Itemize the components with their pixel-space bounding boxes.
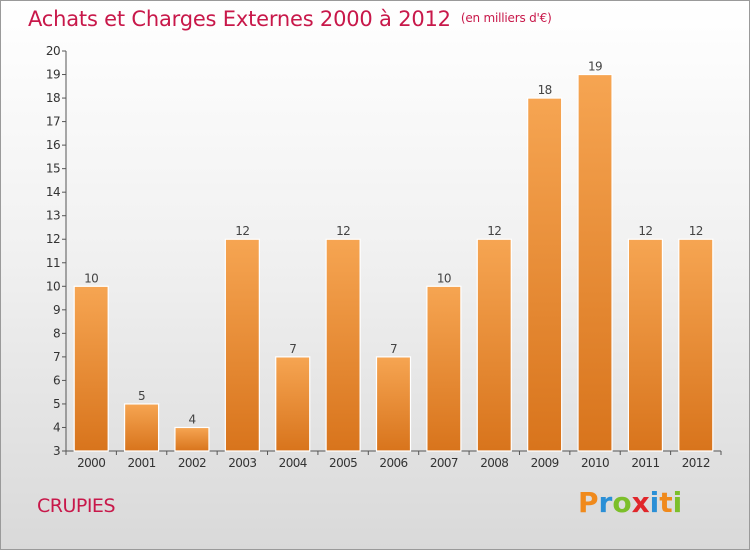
y-tick-label: 5 [53, 397, 60, 411]
bar-value-label: 4 [188, 412, 195, 426]
x-tick-label: 2009 [531, 456, 559, 470]
bar [527, 97, 563, 452]
y-tick-label: 3 [53, 444, 60, 458]
logo-letter: i [672, 486, 683, 519]
x-tick-label: 2003 [228, 456, 256, 470]
chart-title-text: Achats et Charges Externes 2000 à 2012 [28, 7, 451, 31]
x-tick-label: 2008 [480, 456, 508, 470]
y-tick-label: 12 [46, 232, 60, 246]
y-tick-label: 18 [46, 91, 60, 105]
bar-value-label: 10 [84, 271, 98, 285]
bar-value-label: 7 [289, 342, 296, 356]
bar-value-label: 12 [235, 224, 249, 238]
y-tick-label: 14 [46, 185, 60, 199]
bar [426, 285, 462, 452]
x-tick-label: 2012 [682, 456, 710, 470]
y-tick-label: 9 [53, 303, 60, 317]
bar-value-label: 19 [588, 60, 602, 74]
y-tick-label: 8 [53, 326, 60, 340]
commune-name: CRUPIES [37, 495, 116, 517]
chart-axes: 3 4 5 6 7 8 9 10 11 12 13 14 15 16 17 18 19 20 2000 2001 200… [46, 44, 722, 470]
y-tick-label: 7 [53, 350, 60, 364]
bar-value-label: 12 [487, 224, 501, 238]
x-tick-label: 2010 [581, 456, 609, 470]
logo-letter: i [649, 486, 660, 519]
bar [73, 285, 109, 452]
logo-letter: x [631, 486, 650, 519]
bar-value-label: 12 [638, 224, 652, 238]
bar [577, 73, 613, 452]
bar-value-label: 12 [336, 224, 350, 238]
y-tick-label: 16 [46, 138, 60, 152]
bar-value-label: 18 [538, 83, 552, 97]
y-tick-label: 17 [46, 115, 60, 129]
bar [224, 238, 260, 452]
proxiti-logo: Proxiti [578, 486, 682, 519]
chart-title: Achats et Charges Externes 2000 à 2012 (e… [28, 7, 552, 31]
x-tick-label: 2007 [430, 456, 458, 470]
bar [375, 356, 412, 452]
bar-value-label: 10 [437, 271, 451, 285]
x-tick-label: 2004 [279, 456, 307, 470]
x-tick-label: 2011 [631, 456, 659, 470]
bar [174, 426, 210, 452]
x-tick-label: 2006 [379, 456, 407, 470]
y-tick-label: 6 [53, 373, 60, 387]
bar [476, 238, 512, 452]
y-tick-label: 20 [46, 44, 60, 58]
bar [123, 403, 160, 452]
x-tick-label: 2000 [77, 456, 105, 470]
logo-letter: o [612, 486, 632, 519]
chart-labels: 10 5 4 12 7 12 7 10 12 18 19 12 12 [84, 60, 703, 427]
x-tick-label: 2002 [178, 456, 206, 470]
y-tick-label: 19 [46, 68, 60, 82]
logo-letter: r [598, 486, 613, 519]
x-tick-label: 2005 [329, 456, 357, 470]
y-tick-label: 11 [46, 256, 60, 270]
logo-letter: t [659, 486, 673, 519]
bar-value-label: 5 [138, 389, 145, 403]
y-tick-label: 15 [46, 162, 60, 176]
x-tick-label: 2001 [128, 456, 156, 470]
bar [627, 238, 664, 452]
bar-value-label: 12 [689, 224, 703, 238]
bar [678, 238, 714, 452]
logo-letter: P [578, 486, 599, 519]
y-tick-label: 4 [53, 420, 60, 434]
bar-value-label: 7 [390, 342, 397, 356]
chart-unit: (en milliers d'€) [460, 11, 552, 25]
y-tick-label: 10 [46, 279, 60, 293]
y-tick-label: 13 [46, 209, 60, 223]
chart-bars [73, 73, 714, 452]
bar [275, 356, 311, 452]
bar [325, 238, 361, 452]
